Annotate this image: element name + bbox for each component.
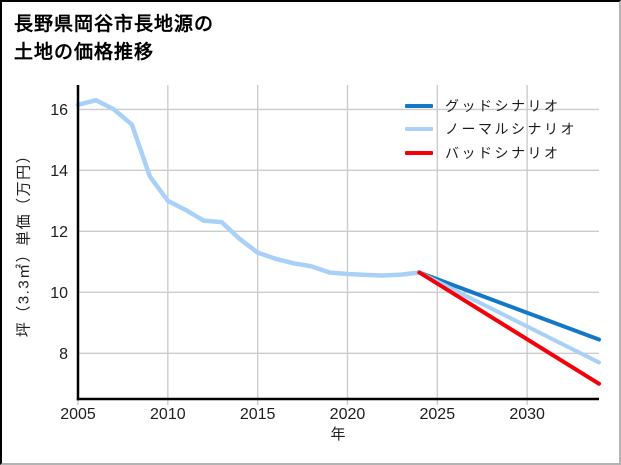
- x-tick-label: 2010: [150, 406, 186, 423]
- chart-title-line2: 土地の価格推移: [14, 42, 155, 63]
- legend-label-good: グッドシナリオ: [445, 97, 561, 114]
- legend-label-normal: ノーマルシナリオ: [445, 121, 577, 138]
- series-line-バッドシナリオ: [417, 270, 601, 386]
- y-tick-label: 8: [59, 346, 68, 363]
- x-axis-label: 年: [330, 426, 346, 443]
- series-line-ノーマルシナリオ: [417, 270, 601, 365]
- legend-item-normal: ノーマルシナリオ: [405, 118, 577, 142]
- legend-item-bad: バッドシナリオ: [405, 141, 577, 165]
- normal-scenario-line-swatch: [405, 127, 433, 132]
- legend-label-bad: バッドシナリオ: [445, 144, 561, 161]
- y-axis-label: 坪（3.3㎡）単価（万円）: [15, 146, 33, 338]
- x-tick-label: 2025: [420, 406, 456, 423]
- y-tick-label: 16: [50, 102, 68, 119]
- x-tick-label: 2020: [330, 406, 366, 423]
- x-tick-label: 2005: [60, 406, 96, 423]
- y-tick-label: 14: [50, 163, 68, 180]
- y-tick-label: 12: [50, 224, 68, 241]
- x-tick-label: 2030: [509, 406, 545, 423]
- series-line-history-actual: [75, 97, 422, 278]
- y-tick-label: 10: [50, 285, 68, 302]
- chart-title: 長野県岡谷市長地源の 土地の価格推移: [14, 11, 214, 67]
- legend-item-good: グッドシナリオ: [405, 94, 577, 118]
- x-tick-label: 2015: [240, 406, 276, 423]
- bad-scenario-line-swatch: [405, 150, 433, 155]
- chart-title-line1: 長野県岡谷市長地源の: [14, 14, 215, 35]
- good-scenario-line-swatch: [405, 103, 433, 108]
- series-line-グッドシナリオ: [417, 270, 601, 342]
- legend: グッドシナリオ ノーマルシナリオ バッドシナリオ: [405, 94, 577, 165]
